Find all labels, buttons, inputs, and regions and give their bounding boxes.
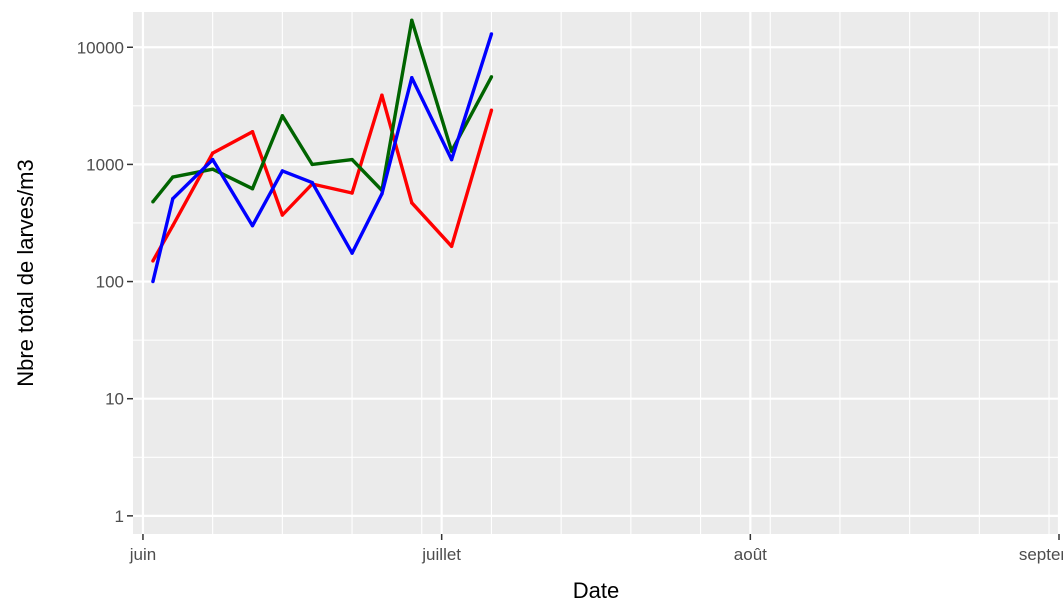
axis-ticks (127, 46, 1060, 540)
series-1-point (210, 151, 215, 155)
series-2-point (310, 162, 314, 167)
x-tick-label: septembre (1019, 545, 1063, 564)
series-2-point (151, 200, 155, 204)
series-2-point (210, 167, 215, 171)
x-tick-label: juillet (421, 545, 461, 564)
series-1-point (151, 259, 155, 263)
series-2-point (250, 187, 255, 191)
x-tick-label: août (734, 545, 767, 564)
minor-gridlines (133, 12, 1059, 534)
y-tick-label: 10000 (77, 38, 124, 57)
y-axis-tick-labels: 1 10 100 1000 10000 (77, 38, 124, 526)
x-axis-title: Date (573, 578, 619, 603)
y-tick-label: 1 (115, 507, 124, 526)
major-gridlines (133, 12, 1061, 534)
x-tick-label: juin (129, 545, 156, 564)
series-3-point (171, 196, 175, 201)
series-3-point (310, 180, 314, 185)
series-lines (151, 18, 494, 284)
x-axis-tick-labels: juin juillet août septembre (129, 545, 1063, 564)
series-3-point (350, 251, 354, 255)
series-3-point (410, 75, 414, 80)
series-1-point (250, 130, 255, 134)
series-2-point (489, 75, 494, 79)
series-1-point (171, 223, 175, 228)
series-2-point (410, 18, 414, 22)
series-1-point (410, 201, 414, 205)
series-3-point (380, 192, 384, 196)
series-3-point (210, 157, 215, 162)
series-3-point (489, 32, 494, 36)
series-2-point (350, 157, 354, 162)
plot-panel (133, 12, 1059, 534)
series-2-point (280, 114, 285, 118)
series-1-point (380, 93, 384, 97)
y-axis-title: Nbre total de larves/m3 (13, 159, 38, 386)
y-tick-label: 10 (105, 390, 124, 409)
y-tick-label: 1000 (86, 155, 124, 174)
series-3-point (449, 157, 454, 162)
series-3-point (151, 279, 155, 284)
series-1-point (449, 244, 454, 248)
series-3-point (280, 169, 285, 173)
y-tick-label: 100 (96, 273, 124, 292)
series-1-point (280, 213, 285, 217)
series-1-point (350, 191, 354, 195)
series-1-point (489, 108, 494, 112)
series-3-point (250, 223, 255, 228)
series-2-point (171, 175, 175, 179)
